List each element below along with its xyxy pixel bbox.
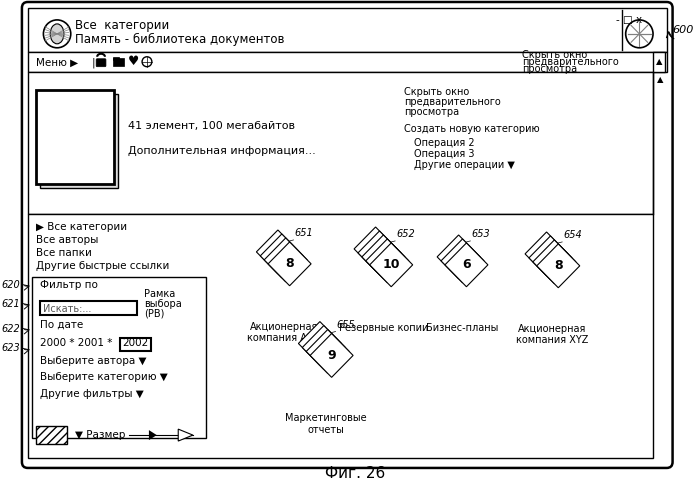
Text: Искать:...: Искать:...	[43, 304, 92, 313]
Text: 620: 620	[1, 280, 20, 290]
Text: 41 элемент, 100 мегабайтов: 41 элемент, 100 мегабайтов	[129, 121, 296, 131]
Text: Другие операции ▼: Другие операции ▼	[414, 160, 514, 170]
Polygon shape	[178, 429, 193, 441]
Bar	[28, 71, 653, 214]
Bar	[28, 52, 667, 71]
Polygon shape	[529, 236, 572, 280]
Polygon shape	[298, 322, 341, 366]
Circle shape	[43, 20, 71, 48]
Text: ♥: ♥	[128, 55, 139, 68]
Text: Рамка: Рамка	[144, 289, 175, 298]
Text: Бизнес-планы: Бизнес-планы	[426, 323, 498, 333]
Text: предварительного: предварительного	[522, 57, 619, 67]
Text: 8: 8	[285, 257, 294, 270]
Polygon shape	[358, 231, 401, 275]
Text: 600: 600	[672, 25, 694, 35]
Polygon shape	[268, 242, 311, 286]
Text: 655: 655	[336, 320, 355, 329]
Text: выбора: выбора	[144, 298, 182, 309]
Text: 8: 8	[554, 259, 563, 272]
Bar	[36, 90, 114, 184]
Text: Все авторы: Все авторы	[36, 235, 98, 245]
Text: 6: 6	[462, 258, 470, 271]
Bar	[28, 214, 653, 458]
Text: 622: 622	[1, 324, 20, 334]
Text: Меню ▶: Меню ▶	[36, 58, 78, 68]
Polygon shape	[533, 240, 576, 284]
Polygon shape	[525, 232, 568, 276]
Polygon shape	[445, 243, 488, 287]
Text: Другие быстрые ссылки: Другие быстрые ссылки	[36, 261, 169, 271]
Text: Дополнительная информация...: Дополнительная информация...	[129, 146, 316, 156]
Text: Акционерная
компания XYZ: Акционерная компания XYZ	[517, 324, 589, 345]
Polygon shape	[354, 227, 397, 271]
Polygon shape	[149, 430, 157, 440]
Polygon shape	[366, 239, 409, 283]
Polygon shape	[264, 238, 307, 282]
Text: Создать новую категорию: Создать новую категорию	[404, 125, 540, 134]
Text: Все  категории: Все категории	[75, 19, 169, 32]
Text: Операция 3: Операция 3	[414, 149, 474, 159]
Text: ▲: ▲	[656, 75, 663, 84]
FancyBboxPatch shape	[22, 2, 672, 468]
Bar	[653, 52, 665, 71]
Text: Маркетинговые
отчеты: Маркетинговые отчеты	[285, 413, 366, 435]
Polygon shape	[437, 235, 480, 279]
Text: По дате: По дате	[40, 320, 82, 329]
Text: Операция 2: Операция 2	[414, 138, 475, 148]
Text: ▲: ▲	[656, 57, 662, 66]
Polygon shape	[370, 243, 412, 287]
Bar	[113, 58, 124, 66]
Text: - □ x: - □ x	[616, 15, 642, 25]
Polygon shape	[257, 230, 299, 274]
Bar	[113, 57, 119, 60]
Polygon shape	[441, 239, 484, 283]
Text: 2000 * 2001 *: 2000 * 2001 *	[40, 339, 112, 349]
Polygon shape	[302, 326, 345, 369]
Bar	[28, 8, 667, 52]
Text: 621: 621	[1, 298, 20, 309]
Text: |: |	[92, 57, 95, 68]
Text: 652: 652	[396, 229, 415, 239]
Text: Память - библиотека документов: Память - библиотека документов	[75, 33, 284, 46]
Circle shape	[626, 20, 653, 48]
Text: Другие фильтры ▼: Другие фильтры ▼	[40, 389, 143, 399]
Text: 651: 651	[294, 228, 313, 238]
Bar	[120, 338, 151, 352]
Bar	[40, 94, 117, 188]
Text: (РВ): (РВ)	[144, 309, 164, 319]
Text: Скрыть окно: Скрыть окно	[404, 86, 469, 97]
Text: Фиг. 26: Фиг. 26	[326, 467, 386, 482]
Text: просмотра: просмотра	[522, 64, 577, 74]
Text: 2002: 2002	[122, 339, 148, 349]
Text: 653: 653	[471, 229, 490, 239]
Text: 10: 10	[382, 258, 400, 271]
Text: Выберите категорию ▼: Выберите категорию ▼	[40, 372, 167, 383]
Bar	[36, 426, 67, 444]
FancyBboxPatch shape	[96, 59, 106, 67]
Text: Все папки: Все папки	[36, 248, 92, 258]
Text: ▶ Все категории: ▶ Все категории	[36, 222, 127, 232]
Bar	[31, 277, 206, 438]
Text: Фильтр по: Фильтр по	[40, 280, 97, 290]
Text: 623: 623	[1, 343, 20, 354]
Text: Резервные копии: Резервные копии	[339, 323, 428, 333]
Text: Скрыть окно: Скрыть окно	[522, 50, 587, 60]
Text: 654: 654	[563, 230, 582, 240]
Polygon shape	[537, 244, 579, 288]
Polygon shape	[306, 329, 350, 373]
Text: просмотра: просмотра	[404, 107, 459, 116]
Text: ▼ Размер: ▼ Размер	[75, 430, 125, 440]
Polygon shape	[260, 234, 303, 278]
Bar	[40, 301, 137, 314]
Text: Акционерная
компания ABC: Акционерная компания ABC	[247, 322, 320, 343]
Text: 9: 9	[327, 349, 336, 362]
Polygon shape	[362, 235, 405, 279]
Text: предварительного: предварительного	[404, 97, 500, 107]
Text: Выберите автора ▼: Выберите автора ▼	[40, 356, 146, 367]
Polygon shape	[310, 334, 353, 377]
Ellipse shape	[50, 24, 64, 44]
